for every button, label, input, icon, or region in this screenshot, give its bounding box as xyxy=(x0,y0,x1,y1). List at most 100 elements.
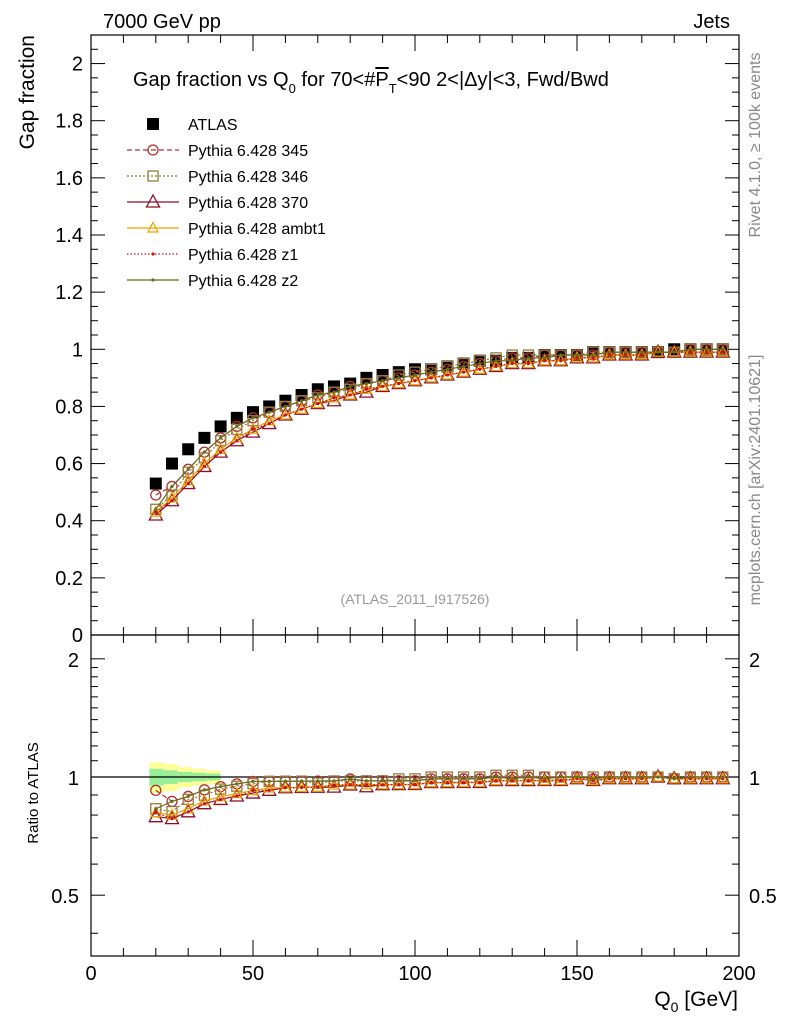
data-point-pythia-6-428-z1 xyxy=(381,384,385,389)
ratio-point-pythia-6-428-z2 xyxy=(364,779,368,783)
chart-title-part-a: Gap fraction vs Q xyxy=(133,69,289,91)
data-point-pythia-6-428-z2 xyxy=(202,450,206,454)
y-tick-label: 1 xyxy=(72,339,83,361)
data-point-pythia-6-428-370 xyxy=(601,346,617,361)
data-point-pythia-6-428-z1 xyxy=(186,481,190,486)
ratio-point-pythia-6-428-ambt1 xyxy=(506,773,519,786)
x-tick-label: 50 xyxy=(242,963,264,985)
ratio-point-pythia-6-428-370 xyxy=(472,774,488,789)
ratio-y-tick-label: 1 xyxy=(68,768,79,790)
y-tick-label: 0.8 xyxy=(55,396,83,418)
ratio-point-pythia-6-428-z1 xyxy=(316,785,320,789)
ratio-point-pythia-6-428-370 xyxy=(407,776,423,791)
legend-marker-pythia-6-428-346 xyxy=(147,170,159,182)
ratio-point-pythia-6-428-z2 xyxy=(154,807,158,811)
ratio-point-pythia-6-428-z1 xyxy=(445,780,449,785)
data-point-pythia-6-428-346 xyxy=(490,352,502,364)
ratio-point-pythia-6-428-370 xyxy=(391,776,407,791)
ratio-point-pythia-6-428-z2 xyxy=(721,775,725,779)
ratio-point-pythia-6-428-346 xyxy=(214,783,227,795)
mcplots-source-label: mcplots.cern.ch [arXiv:2401.10621] xyxy=(747,355,764,606)
ratio-point-pythia-6-428-ambt1 xyxy=(522,773,535,786)
ratio-point-pythia-6-428-370 xyxy=(148,808,164,823)
ratio-point-pythia-6-428-ambt1 xyxy=(538,773,551,786)
ratio-point-pythia-6-428-z1 xyxy=(381,783,385,787)
data-point-pythia-6-428-ambt1 xyxy=(571,351,583,363)
ratio-point-pythia-6-428-ambt1 xyxy=(603,771,616,784)
data-point-pythia-6-428-z2 xyxy=(219,436,223,440)
data-point-pythia-6-428-z1 xyxy=(559,359,563,363)
ratio-point-pythia-6-428-z2 xyxy=(575,775,579,779)
data-point-pythia-6-428-z2 xyxy=(672,350,676,354)
data-point-pythia-6-428-ambt1 xyxy=(360,382,373,394)
data-point-pythia-6-428-z2 xyxy=(526,356,531,360)
data-point-pythia-6-428-z1 xyxy=(235,439,239,443)
data-point-pythia-6-428-z2 xyxy=(413,373,417,377)
ratio-point-pythia-6-428-ambt1 xyxy=(441,775,454,788)
ratio-point-pythia-6-428-z2 xyxy=(559,775,563,779)
ratio-y-axis-label: Ratio to ATLAS xyxy=(25,742,42,843)
ratio-point-pythia-6-428-z1 xyxy=(462,780,466,785)
data-point-pythia-6-428-ambt1 xyxy=(295,402,308,414)
data-point-pythia-6-428-z1 xyxy=(607,353,612,357)
y-tick-label: 1.6 xyxy=(55,168,83,190)
data-point-pythia-6-428-z1 xyxy=(478,367,482,371)
ratio-point-pythia-6-428-z1 xyxy=(332,783,336,787)
ratio-point-pythia-6-428-z1 xyxy=(235,794,239,798)
data-point-atlas xyxy=(279,394,292,407)
ratio-point-pythia-6-428-z2 xyxy=(478,777,482,781)
ratio-point-pythia-6-428-z1 xyxy=(429,780,433,785)
ratio-point-pythia-6-428-ambt1 xyxy=(247,783,259,796)
ratio-point-pythia-6-428-ambt1 xyxy=(344,778,357,790)
data-point-pythia-6-428-z2 xyxy=(154,507,158,511)
data-point-pythia-6-428-ambt1 xyxy=(538,353,551,366)
ratio-point-pythia-6-428-ambt1 xyxy=(376,777,389,790)
data-point-pythia-6-428-z1 xyxy=(575,356,579,360)
ratio-point-pythia-6-428-z2 xyxy=(624,775,628,779)
ratio-point-pythia-6-428-ambt1 xyxy=(457,775,470,788)
legend-label-pythia-6-428-345: Pythia 6.428 345 xyxy=(188,143,308,160)
data-point-pythia-6-428-z1 xyxy=(364,387,368,391)
data-point-pythia-6-428-z2 xyxy=(332,390,336,394)
chart-title-sub-a: 0 xyxy=(289,81,296,96)
x-axis-label-sub: 0 xyxy=(671,999,679,1015)
legend-marker-atlas xyxy=(147,118,159,130)
data-point-pythia-6-428-z2 xyxy=(186,467,190,471)
ratio-point-pythia-6-428-346 xyxy=(166,805,178,818)
ratio-y-tick-label: 0.5 xyxy=(51,886,79,908)
ratio-point-pythia-6-428-370 xyxy=(423,774,439,789)
ratio-point-pythia-6-428-z1 xyxy=(494,778,498,783)
data-point-pythia-6-428-370 xyxy=(537,352,553,367)
ratio-point-pythia-6-428-z2 xyxy=(381,779,385,783)
ratio-point-pythia-6-428-z2 xyxy=(607,775,612,779)
data-point-pythia-6-428-z1 xyxy=(510,361,514,366)
data-point-atlas xyxy=(263,400,276,413)
ratio-point-pythia-6-428-ambt1 xyxy=(279,780,292,793)
data-point-pythia-6-428-370 xyxy=(504,355,520,370)
data-point-pythia-6-428-z1 xyxy=(688,350,693,354)
x-axis-label-unit: [GeV] xyxy=(678,988,738,1011)
y-tick-label: 0 xyxy=(72,625,83,647)
data-point-pythia-6-428-z2 xyxy=(462,364,466,369)
ratio-point-pythia-6-428-z2 xyxy=(283,779,287,783)
ratio-point-pythia-6-428-z2 xyxy=(462,777,466,781)
y-tick-label: 1.4 xyxy=(55,225,83,247)
data-point-pythia-6-428-ambt1 xyxy=(716,345,729,357)
data-point-pythia-6-428-370 xyxy=(650,343,666,358)
data-point-pythia-6-428-z1 xyxy=(202,464,206,469)
y-tick-label: 1.2 xyxy=(55,282,83,304)
y-tick-label: 0.2 xyxy=(55,568,83,590)
data-point-pythia-6-428-z2 xyxy=(478,361,482,366)
data-point-atlas xyxy=(392,366,405,379)
data-point-pythia-6-428-ambt1 xyxy=(506,356,519,369)
ratio-point-pythia-6-428-345 xyxy=(150,784,162,797)
ratio-point-pythia-6-428-z1 xyxy=(348,783,352,787)
ratio-point-pythia-6-428-z1 xyxy=(170,817,174,821)
ratio-point-pythia-6-428-ambt1 xyxy=(571,771,583,784)
main-axis-ticks: 0 0.2 0.4 0.6 0.8 1 1.2 1.4 1.6 1.8 2 0 50 100 150 200 xyxy=(55,35,756,985)
ratio-point-pythia-6-428-z2 xyxy=(186,794,190,799)
legend-marker-pythia-6-428-345 xyxy=(147,144,159,156)
ratio-point-pythia-6-428-ambt1 xyxy=(652,770,664,782)
legend-label-pythia-6-428-z1: Pythia 6.428 z1 xyxy=(188,247,298,264)
data-point-atlas xyxy=(198,431,211,444)
